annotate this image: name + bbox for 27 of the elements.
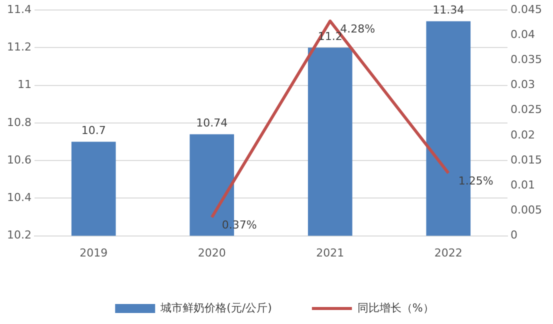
y2-tick-label: 0.04: [510, 28, 536, 41]
x-tick-label: 2022: [434, 246, 462, 260]
y2-tick-label: 0: [510, 228, 518, 242]
x-tick-label: 2019: [80, 246, 108, 260]
data-label: 11.34: [432, 4, 464, 17]
y-tick-label: 11.2: [6, 40, 32, 54]
y2-tick-label: 0.035: [510, 53, 542, 66]
y2-tick-label: 0.025: [510, 103, 542, 116]
y2-tick-label: 0.03: [510, 78, 536, 92]
y2-tick-label: 0.015: [510, 153, 542, 166]
y2-tick-label: 0.045: [510, 2, 542, 16]
x-tick-label: 2020: [198, 246, 226, 260]
y2-tick-label: 0.02: [510, 128, 536, 142]
data-label: 10.7: [81, 124, 106, 138]
y-tick-label: 11: [17, 78, 32, 92]
y-tick-label: 10.6: [6, 153, 32, 166]
x-tick-label: 2021: [316, 246, 344, 260]
legend-label: 同比增长（%）: [357, 301, 434, 314]
y2-tick-label: 0.005: [510, 204, 542, 217]
legend-label: 城市鲜奶价格(元/公斤): [160, 301, 272, 314]
y-tick-label: 10.8: [6, 116, 32, 129]
data-label: 4.28%: [340, 22, 376, 36]
y-tick-label: 10.2: [6, 228, 32, 242]
y-tick-label: 11.4: [6, 2, 32, 16]
y2-tick-label: 0.01: [510, 178, 536, 192]
y-tick-label: 10.4: [6, 191, 32, 204]
data-label: 10.74: [196, 116, 228, 130]
